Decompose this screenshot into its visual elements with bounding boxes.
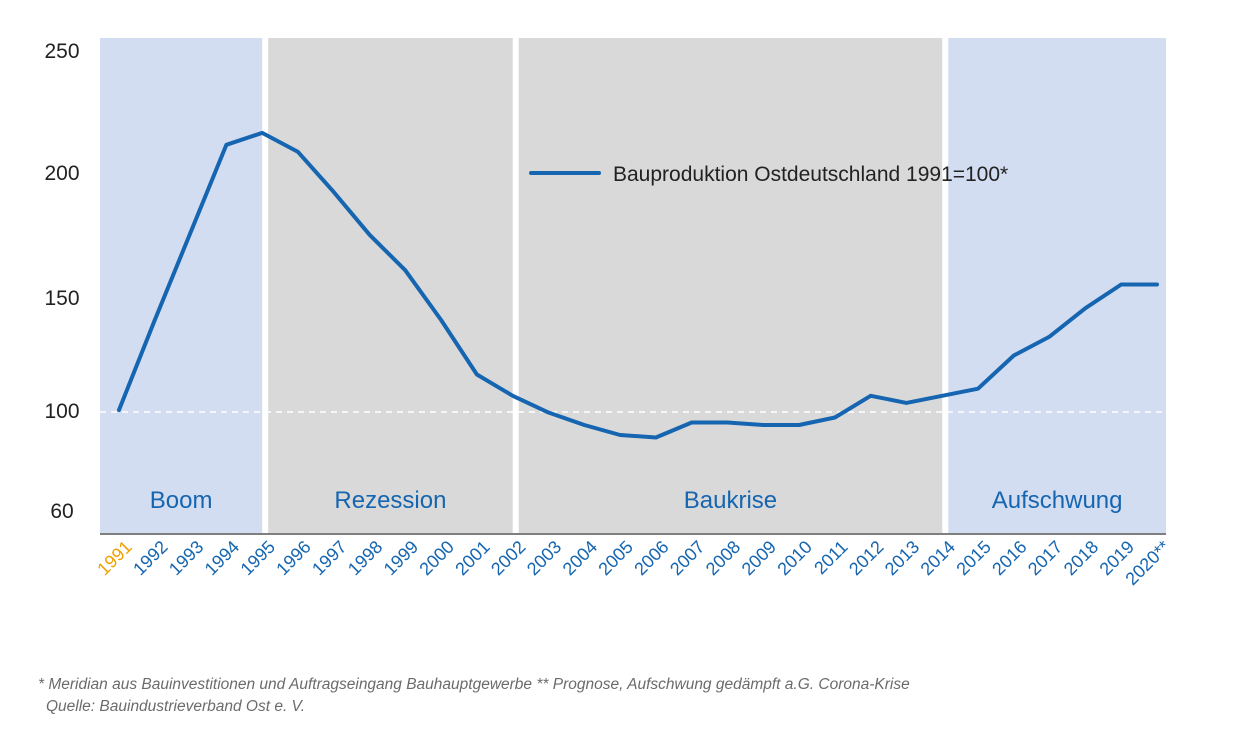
chart: Boom Rezession Baukrise Aufschwung 60 100 150… (44, 38, 1174, 589)
x-tick-label: 2013 (881, 537, 923, 579)
x-tick-label: 2012 (845, 537, 887, 579)
x-axis: 1991199219931994199519961997199819992000… (93, 533, 1174, 589)
x-tick-label: 2008 (702, 537, 744, 579)
phase-label: Rezession (334, 487, 446, 514)
x-tick-label: 2004 (559, 537, 601, 579)
x-tick-label: 2006 (630, 537, 672, 579)
x-tick-label: 2009 (738, 537, 780, 579)
y-tick-label: 60 (50, 500, 73, 523)
x-tick-label: 2007 (666, 537, 708, 579)
legend: Bauproduktion Ostdeutschland 1991=100* (529, 163, 1008, 186)
x-tick-label: 2005 (594, 537, 636, 579)
y-tick-label: 100 (44, 400, 79, 423)
phase-label: Boom (150, 487, 213, 514)
footnote-source: Quelle: Bauindustrieverband Ost e. V. (46, 698, 306, 715)
x-tick-label: 1997 (308, 537, 350, 579)
x-tick-label: 2016 (988, 537, 1030, 579)
y-tick-label: 150 (44, 287, 79, 310)
x-tick-label: 1992 (129, 537, 171, 579)
y-axis: 60 100 150 200 250 (44, 40, 79, 523)
phase-label: Baukrise (684, 487, 777, 514)
x-tick-label: 2002 (487, 537, 529, 579)
y-tick-label: 200 (44, 162, 79, 185)
x-tick-label: 1993 (165, 537, 207, 579)
x-tick-label: 1998 (344, 537, 386, 579)
x-tick-label: 2001 (451, 537, 493, 579)
series-line (117, 130, 1159, 440)
x-tick-label: 2011 (810, 537, 852, 579)
series-line-bauproduktion (117, 130, 1159, 440)
x-tick-label: 2015 (952, 537, 994, 579)
phase-band (268, 38, 513, 533)
y-tick-label: 250 (44, 40, 79, 63)
x-tick-label: 2010 (773, 537, 815, 579)
x-tick-label: 1991 (93, 537, 135, 579)
x-tick-label: 2017 (1024, 537, 1066, 579)
x-tick-label: 1995 (237, 537, 279, 579)
x-tick-label: 2000 (416, 537, 458, 579)
x-tick-label: 1994 (201, 537, 243, 579)
x-tick-label: 2014 (917, 537, 959, 579)
phase-band (518, 38, 943, 533)
phase-band (100, 38, 263, 533)
x-tick-label: 2003 (523, 537, 565, 579)
x-tick-label: 1999 (380, 537, 422, 579)
phase-bands: Boom Rezession Baukrise Aufschwung (100, 38, 1166, 533)
x-tick-label: 1996 (272, 537, 314, 579)
legend-label: Bauproduktion Ostdeutschland 1991=100* (613, 163, 1008, 186)
phase-label: Aufschwung (992, 487, 1123, 514)
x-tick-label: 2018 (1060, 537, 1102, 579)
footnote-definition: * Meridian aus Bauinvestitionen und Auft… (38, 676, 910, 693)
